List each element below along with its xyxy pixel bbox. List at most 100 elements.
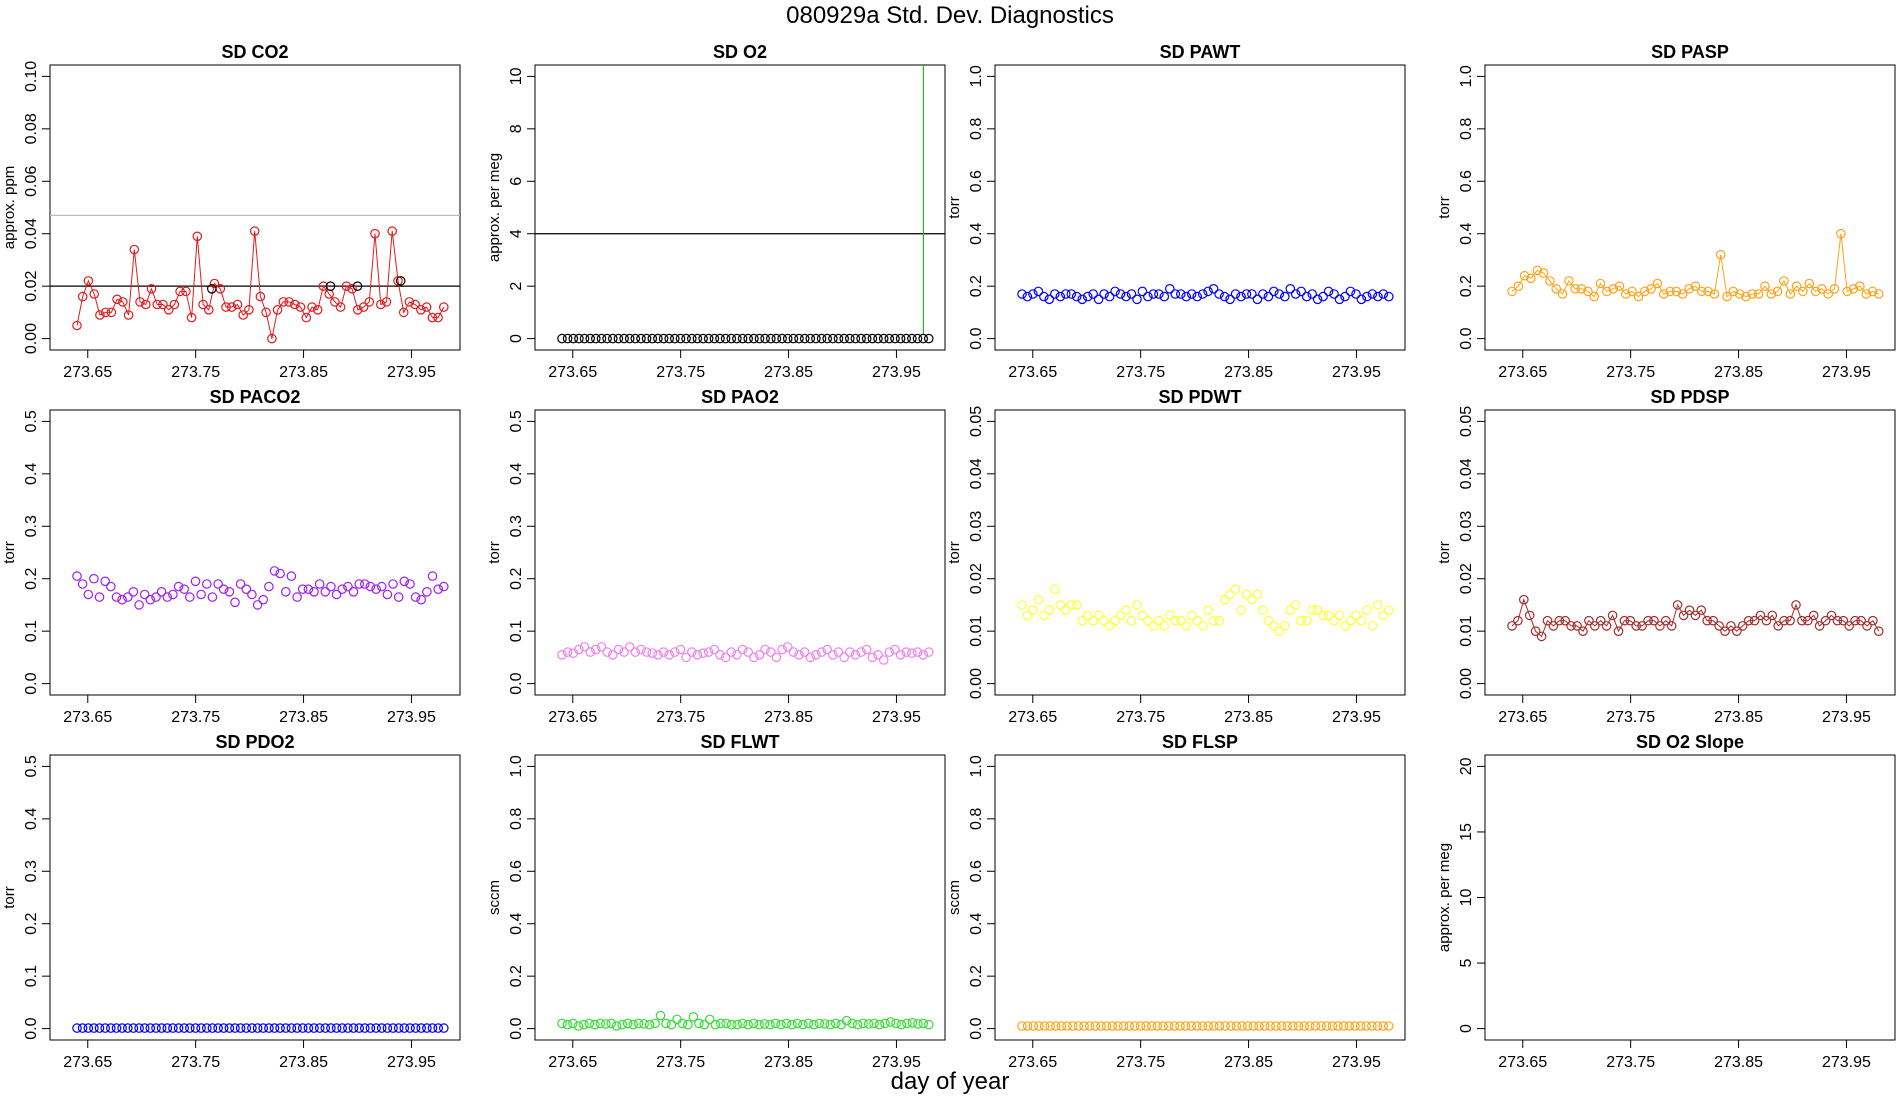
data-point	[416, 1023, 426, 1033]
data-point	[1241, 289, 1252, 299]
x-tick-label: 273.75	[1116, 709, 1165, 726]
data-point	[284, 297, 294, 307]
y-tick-label: 0.8	[1458, 118, 1475, 140]
panel-title: SD O2	[713, 42, 767, 62]
data-point	[1099, 615, 1109, 626]
data-point	[156, 586, 167, 597]
data-point	[574, 333, 584, 344]
x-tick-label: 273.75	[1116, 1054, 1165, 1071]
data-point	[675, 644, 686, 655]
data-point	[1519, 594, 1529, 605]
data-point	[1280, 291, 1290, 302]
data-point	[666, 1019, 677, 1030]
data-point	[258, 594, 268, 605]
panel-sd-pawt: SD PAWT 273.65 273.75 273.85 273.95 0.0 0.2 0.4…	[946, 42, 1406, 381]
data-point	[1536, 631, 1547, 642]
data-point	[335, 302, 346, 312]
data-point	[885, 1017, 896, 1027]
data-point	[1564, 276, 1574, 286]
y-tick-label: 1.0	[968, 65, 985, 87]
data-point	[650, 1018, 660, 1029]
data-point	[1269, 621, 1279, 631]
data-point	[683, 1019, 693, 1030]
data-point	[776, 1019, 786, 1030]
data-point	[1258, 289, 1268, 299]
flagged-data-point	[352, 281, 363, 291]
y-tick-label: 0.2	[968, 275, 985, 297]
data-point	[207, 1023, 218, 1033]
data-point	[1703, 286, 1713, 297]
x-tick-label: 273.95	[1332, 364, 1381, 381]
data-point	[1844, 621, 1854, 631]
data-point	[833, 647, 844, 657]
y-tick-label: 0.2	[508, 568, 525, 590]
data-point	[433, 1023, 443, 1033]
data-point	[1572, 621, 1582, 631]
data-point	[907, 1017, 918, 1028]
data-point	[330, 297, 340, 307]
data-point	[1798, 286, 1808, 297]
data-point	[850, 333, 861, 344]
data-point	[1132, 294, 1142, 305]
data-point	[709, 644, 720, 655]
x-tick-label: 273.65	[63, 1054, 112, 1071]
data-point	[1732, 626, 1742, 636]
data-point	[1126, 289, 1137, 299]
data-point	[169, 299, 180, 310]
x-tick-label: 273.65	[63, 364, 112, 381]
data-point	[686, 647, 697, 657]
data-point	[644, 1019, 655, 1030]
data-point	[1372, 1021, 1383, 1031]
data-point	[1384, 1021, 1394, 1031]
data-point	[1143, 615, 1153, 626]
panel-title: SD PDSP	[1650, 387, 1729, 407]
data-point	[1274, 626, 1285, 636]
y-tick-label: 0.00	[968, 668, 985, 699]
data-point	[624, 642, 635, 652]
data-point	[1055, 291, 1066, 302]
data-point	[348, 1023, 359, 1033]
data-point	[873, 649, 883, 660]
data-point	[901, 647, 911, 657]
data-point	[264, 1023, 274, 1033]
data-point	[72, 320, 82, 331]
data-point	[1274, 289, 1285, 299]
series-line	[76, 231, 445, 339]
data-point	[1044, 605, 1055, 615]
data-point	[828, 649, 838, 660]
data-point	[1307, 605, 1317, 615]
data-point	[647, 648, 658, 658]
data-point	[574, 644, 584, 655]
data-point	[1276, 1021, 1287, 1031]
data-point	[839, 652, 849, 663]
data-point	[1637, 621, 1647, 631]
data-point	[710, 1019, 721, 1030]
data-point	[1538, 268, 1549, 278]
data-point	[788, 333, 799, 344]
data-point	[720, 333, 731, 344]
panel-sd-co2: SD CO2 273.65 273.75 273.85 273.95 0.00 0.02 0.…	[1, 42, 461, 381]
x-tick-label: 273.75	[1606, 709, 1655, 726]
plot-frame	[1484, 409, 1896, 696]
data-point	[1077, 615, 1087, 626]
x-tick-label: 273.75	[171, 364, 220, 381]
x-tick-label: 273.65	[1498, 709, 1547, 726]
data-point	[912, 333, 923, 344]
data-point	[1773, 621, 1783, 631]
flagged-data-point	[395, 276, 406, 286]
data-point	[1749, 615, 1760, 626]
data-point	[765, 1019, 775, 1030]
x-tick-label: 273.95	[1822, 709, 1871, 726]
data-point	[681, 333, 691, 344]
data-point	[1524, 610, 1535, 621]
data-point	[1619, 615, 1630, 626]
data-point	[341, 281, 352, 291]
plot-frame	[49, 409, 461, 696]
plot-frame	[534, 754, 946, 1041]
data-point	[1130, 1021, 1140, 1031]
data-point	[1056, 1021, 1067, 1031]
y-tick-label: 0.0	[508, 1017, 525, 1039]
data-point	[1104, 621, 1115, 631]
data-point	[175, 286, 185, 297]
data-point	[794, 649, 804, 660]
